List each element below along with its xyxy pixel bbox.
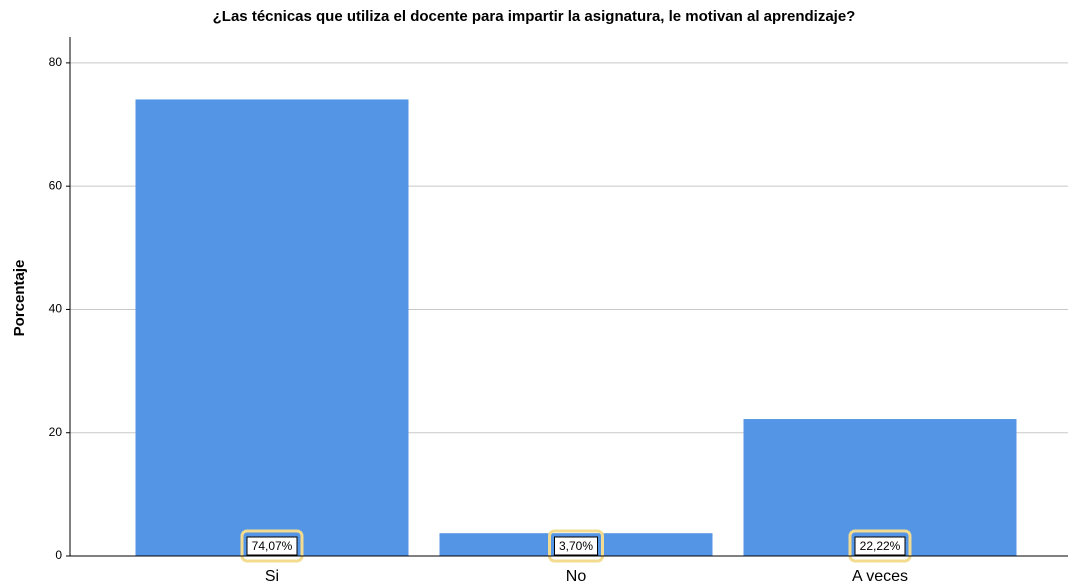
y-tick-label: 0 — [55, 548, 62, 562]
value-label-halo — [240, 529, 304, 563]
value-label: 22,22% — [860, 539, 901, 553]
x-tick-label: No — [566, 568, 587, 585]
value-label-box — [854, 536, 906, 556]
x-tick-label: Si — [265, 568, 279, 585]
y-tick-label: 20 — [49, 425, 63, 439]
y-tick-label: 80 — [49, 55, 63, 69]
chart-title: ¿Las técnicas que utiliza el docente par… — [213, 8, 856, 25]
bar — [135, 99, 409, 557]
value-label-box — [246, 536, 298, 556]
x-tick-label: A veces — [852, 568, 908, 585]
y-axis-label: Porcentaje — [11, 260, 28, 337]
value-label-halo — [848, 529, 912, 563]
bar — [743, 419, 1017, 556]
value-label-box — [554, 536, 598, 556]
value-label-halo — [548, 529, 604, 563]
value-label: 3,70% — [559, 539, 593, 553]
value-label: 74,07% — [252, 539, 293, 553]
y-tick-label: 60 — [49, 178, 63, 192]
y-tick-label: 40 — [49, 302, 63, 316]
